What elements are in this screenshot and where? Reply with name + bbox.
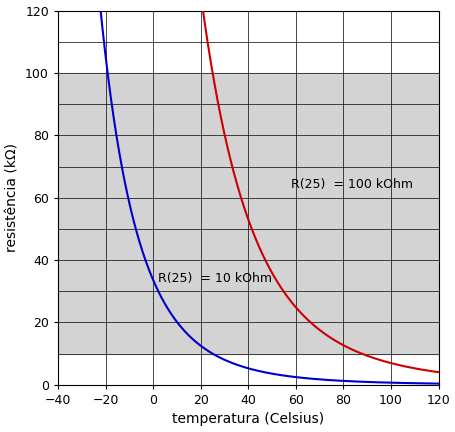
Bar [58,73,438,354]
Y-axis label: resistência (kΩ): resistência (kΩ) [5,143,20,252]
Text: R(25)  = 100 kOhm: R(25) = 100 kOhm [290,178,412,191]
Text: R(25)  = 10 kOhm: R(25) = 10 kOhm [157,272,271,285]
X-axis label: temperatura (Celsius): temperatura (Celsius) [172,413,324,426]
